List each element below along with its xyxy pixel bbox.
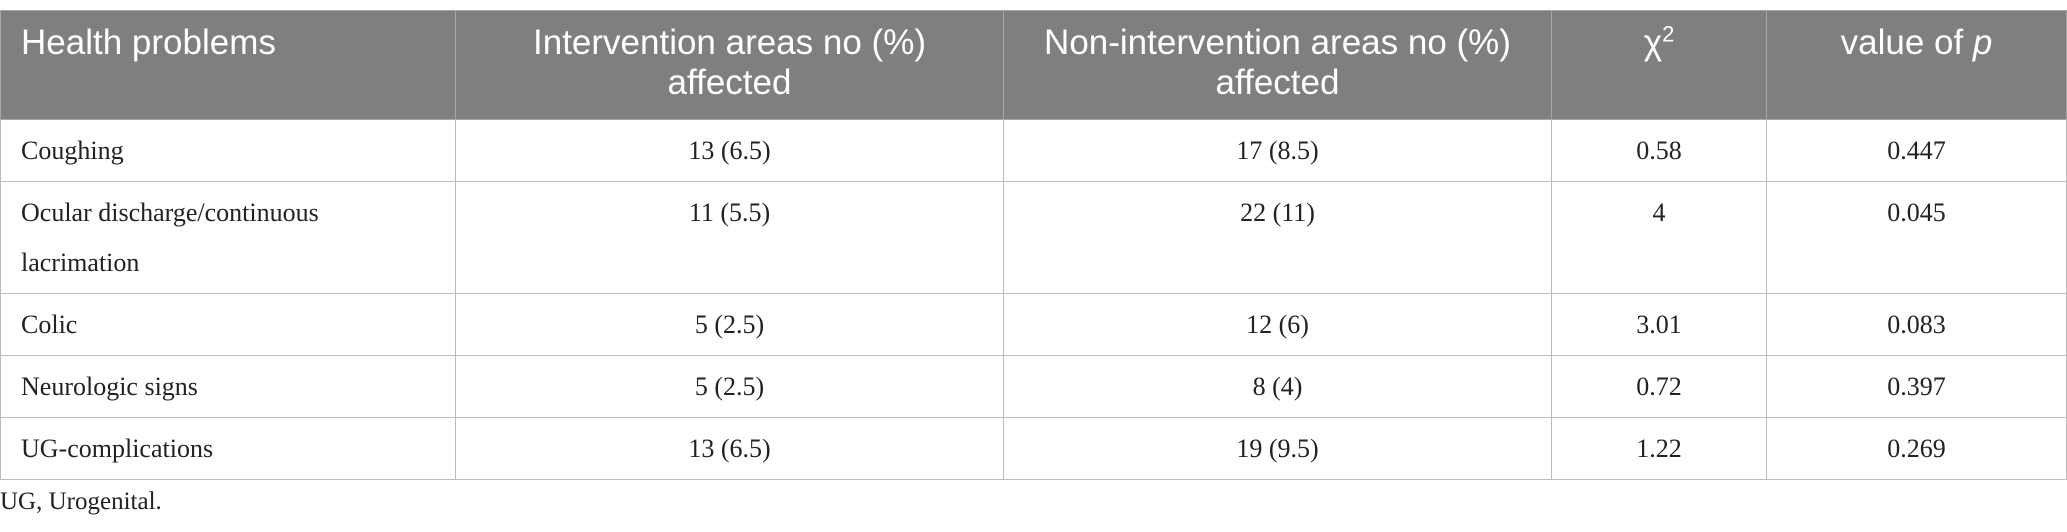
table-cell: 4 bbox=[1551, 181, 1767, 294]
table-cell: Ocular discharge/continuous lacrimation bbox=[0, 181, 456, 294]
table-cell: 0.083 bbox=[1766, 293, 2067, 356]
table-cell: 19 (9.5) bbox=[1003, 417, 1552, 480]
table-cell: 12 (6) bbox=[1003, 293, 1552, 356]
table-cell: UG-complications bbox=[0, 417, 456, 480]
header-cell: Non-intervention areas no (%) affected bbox=[1003, 10, 1552, 120]
table-cell: 5 (2.5) bbox=[455, 355, 1004, 418]
table-cell: 0.447 bbox=[1766, 119, 2067, 182]
table-cell: Coughing bbox=[0, 119, 456, 182]
header-cell: χ2 bbox=[1551, 10, 1767, 120]
table-row: Neurologic signs 5 (2.5) 8 (4) 0.72 0.397 bbox=[0, 355, 2067, 418]
table-cell: 0.045 bbox=[1766, 181, 2067, 294]
table-cell: 3.01 bbox=[1551, 293, 1767, 356]
header-text: Non-intervention areas no (%) affected bbox=[1044, 23, 1511, 102]
table-row: UG-complications 13 (6.5) 19 (9.5) 1.22 0.26… bbox=[0, 417, 2067, 480]
header-text: χ bbox=[1643, 23, 1663, 62]
table-cell: 5 (2.5) bbox=[455, 293, 1004, 356]
data-table: Health problems Intervention areas no (%)… bbox=[0, 10, 2067, 480]
footnote: UG, Urogenital. bbox=[0, 488, 162, 515]
table-cell: 22 (11) bbox=[1003, 181, 1552, 294]
table-cell: 17 (8.5) bbox=[1003, 119, 1552, 182]
header-cell: value of p bbox=[1766, 10, 2067, 120]
table-cell: 0.58 bbox=[1551, 119, 1767, 182]
table-cell: 13 (6.5) bbox=[455, 119, 1004, 182]
table-body: Coughing 13 (6.5) 17 (8.5) 0.58 0.447 Ocular … bbox=[0, 119, 2067, 480]
header-text: value of bbox=[1840, 23, 1973, 62]
table-cell: Colic bbox=[0, 293, 456, 356]
header-cell: Health problems bbox=[0, 10, 456, 120]
table-row: Coughing 13 (6.5) 17 (8.5) 0.58 0.447 bbox=[0, 119, 2067, 182]
table-row: Colic 5 (2.5) 12 (6) 3.01 0.083 bbox=[0, 293, 2067, 356]
table-cell: Neurologic signs bbox=[0, 355, 456, 418]
table-wrap: Health problems Intervention areas no (%)… bbox=[0, 10, 2067, 480]
table-cell: 8 (4) bbox=[1003, 355, 1552, 418]
header-italic: p bbox=[1972, 23, 1993, 62]
header-cell: Intervention areas no (%) affected bbox=[455, 10, 1004, 120]
table-row: Ocular discharge/continuous lacrimation 1… bbox=[0, 181, 2067, 294]
table-cell: 11 (5.5) bbox=[455, 181, 1004, 294]
table-cell: 0.72 bbox=[1551, 355, 1767, 418]
table-cell: 0.397 bbox=[1766, 355, 2067, 418]
header-superscript: 2 bbox=[1662, 21, 1675, 47]
table-cell: 1.22 bbox=[1551, 417, 1767, 480]
table-cell: 13 (6.5) bbox=[455, 417, 1004, 480]
header-text: Health problems bbox=[21, 23, 276, 62]
table-cell: 0.269 bbox=[1766, 417, 2067, 480]
header-row: Health problems Intervention areas no (%)… bbox=[0, 10, 2067, 120]
header-text: Intervention areas no (%) affected bbox=[533, 23, 926, 102]
